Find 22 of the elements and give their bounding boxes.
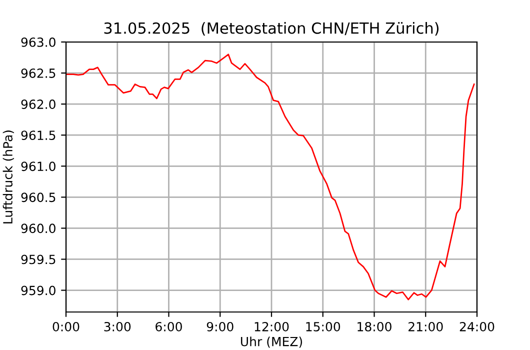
y-tick-label: 959.0 xyxy=(21,286,56,296)
x-tick-label: 9:00 xyxy=(206,322,234,332)
y-tick-label: 963.0 xyxy=(21,37,56,47)
x-tick-label: 15:00 xyxy=(306,322,340,332)
x-tick-label: 24:00 xyxy=(460,322,494,332)
x-axis-title: Uhr (MEZ) xyxy=(240,336,302,348)
y-tick-label: 960.5 xyxy=(21,192,56,202)
y-tick-label: 961.0 xyxy=(21,162,56,172)
x-tick-label: 21:00 xyxy=(408,322,443,332)
y-tick-label: 961.5 xyxy=(21,130,56,140)
y-tick-label: 960.0 xyxy=(21,224,56,234)
x-tick-label: 6:00 xyxy=(156,322,182,332)
x-tick-label: 18:00 xyxy=(358,322,392,332)
y-axis-title: Luftdruck (hPa) xyxy=(2,130,14,224)
y-tick-label: 962.0 xyxy=(21,100,56,109)
y-tick-label: 959.5 xyxy=(21,254,56,264)
line-series xyxy=(66,54,475,300)
x-tick-label: 3:00 xyxy=(104,322,131,332)
x-tick-label: 0:00 xyxy=(52,322,80,332)
x-tick-label: 12:00 xyxy=(254,322,289,332)
y-tick-label: 962.5 xyxy=(21,68,56,78)
chart-title: 31.05.2025 (Meteostation CHN/ETH Zürich) xyxy=(104,22,439,36)
